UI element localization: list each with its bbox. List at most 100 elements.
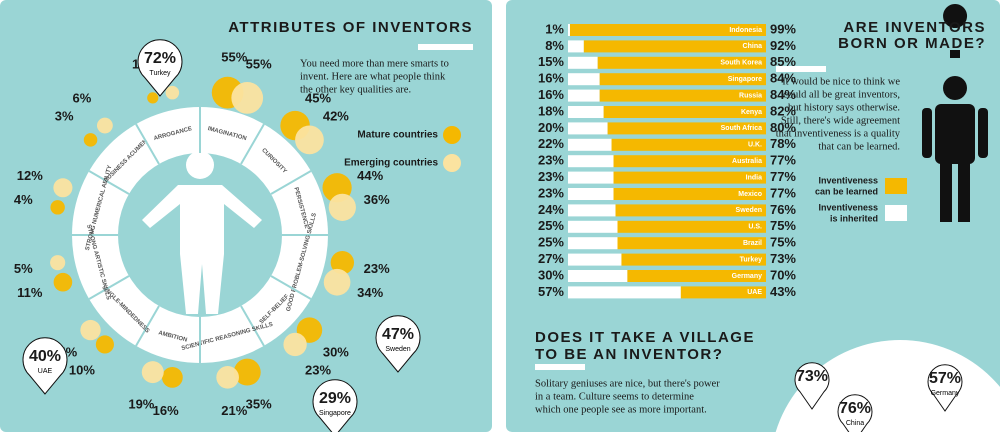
legend-label: Emerging countries [344,158,438,169]
highlight-drop [312,379,358,432]
value-label: 6% [73,91,92,106]
highlight-drop [375,315,421,373]
highlight-drop [794,362,830,410]
category-label: Singapore [728,76,762,83]
bar-inherited [568,270,628,282]
value-label: 75% [770,218,796,233]
highlight-country: Turkey [149,70,171,77]
value-label: 73% [770,251,796,266]
bubble [233,358,261,386]
category-label: South Korea [720,60,762,67]
bar-inherited [568,56,598,69]
value-label: 85% [770,54,796,69]
value-label: 30% [538,267,564,282]
section-text: Solitary geniuses are nice, but there's … [535,378,720,389]
intro-text: You need more than mere smarts to [300,58,449,69]
value-label: 11% [17,285,43,300]
chart-title: BORN OR MADE? [838,35,986,52]
bar-learned [627,270,766,282]
value-label: 4% [14,192,33,207]
value-label: 75% [770,235,796,250]
bar-learned [569,24,766,36]
bubble [323,268,351,296]
value-label: 84% [770,71,796,86]
bubble [95,335,114,354]
bar-inherited [568,171,614,184]
wheel-divider [270,275,312,300]
bar-learned [599,73,766,86]
category-label: China [743,43,763,50]
intro-text: invent. Here are what people think [300,71,446,82]
intro-text: the other key qualities are. [300,84,411,95]
bubble [83,133,98,147]
value-label: 18% [538,103,564,118]
value-label: 70% [770,267,796,282]
value-label: 84% [770,87,796,102]
value-label: 42% [323,108,349,123]
bubble [53,178,73,198]
bar-inherited [568,40,584,53]
value-label: 82% [770,103,796,118]
category-label: Sweden [736,207,762,214]
bubble [330,250,355,275]
highlight-value: 47% [382,326,414,343]
value-label: 57% [538,284,564,299]
value-label: 16% [153,403,179,418]
bar-learned [615,204,766,217]
section-text: in a team. Culture seems to determine [535,391,694,402]
value-label: 12% [17,168,43,183]
chart-text: that can be learned. [818,141,900,152]
value-label: 5% [14,261,33,276]
value-label: 76% [770,202,796,217]
chart-text: It would be nice to think we [782,76,900,87]
category-label: Australia [732,158,762,165]
category-label: Turkey [740,256,763,263]
value-label: 30% [323,345,349,360]
value-label: 8% [545,38,564,53]
bubble [147,92,159,104]
legend-swatch [443,126,461,144]
bar-inherited [568,73,600,86]
value-label: 80% [770,120,796,135]
bar-inherited [568,106,604,118]
value-label: 22% [538,136,564,151]
bar-learned [603,106,766,118]
bubble [295,125,324,155]
wheel-divider [240,123,265,165]
bubble [50,200,65,215]
bar-learned [621,253,766,266]
value-label: 16% [538,71,564,86]
bubble [328,193,356,221]
highlight-value: 72% [144,50,176,67]
bar-inherited [568,155,614,168]
legend-swatch [443,154,461,172]
bubble [50,255,66,271]
highlight-country: Sweden [385,346,410,353]
bar-learned [680,286,766,299]
section-text: which one people see as more important. [535,404,707,415]
bar-learned [599,89,766,102]
category-label: India [746,174,762,181]
bubble [161,366,183,388]
highlight-country: UAE [38,368,53,375]
value-label: 34% [357,285,383,300]
highlight-drop [837,394,873,432]
chart-text: Still, there's wide agreement [781,115,900,126]
value-label: 23% [538,153,564,168]
highlight-value: 73% [796,368,828,385]
bar-inherited [568,220,618,233]
value-label: 21% [221,403,247,418]
value-label: 45% [305,91,331,106]
bar-inherited [568,188,614,200]
bar-inherited [568,253,622,266]
category-label: Mexico [738,191,762,198]
value-label: 27% [538,251,564,266]
bar-inherited [568,204,616,217]
bar-learned [597,56,766,69]
bubble [141,361,164,384]
title-rule [418,44,473,50]
highlight-drop [22,337,68,395]
highlight-drop [137,39,183,97]
category-label: Russia [739,92,762,99]
